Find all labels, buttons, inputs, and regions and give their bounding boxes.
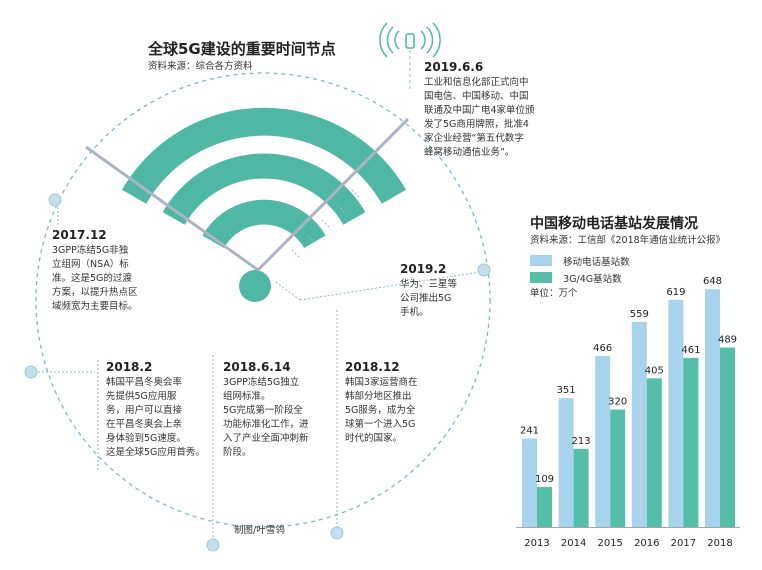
event-2019-6-6: 2019.6.6 工业和信息化部正式向中 国电信、中国移动、中国 联通及中国广电… (424, 60, 564, 160)
event-date: 2018.6.14 (223, 360, 291, 374)
chart-title: 中国移动电话基站发展情况 (530, 216, 698, 232)
credit: 制图/叶雪鸰 (234, 525, 285, 536)
bar-value-label: 489 (718, 335, 737, 346)
bar-value-label: 320 (608, 397, 627, 408)
event-text: 韩国平昌冬奥会率 先提供5G应用服 务，用户可以直接 在平昌冬奥会上亲 身体验到… (106, 377, 205, 458)
event-text: 华为、三星等 公司推出5G 手机。 (400, 279, 458, 318)
event-date: 2018.2 (106, 360, 153, 374)
legend-item: 移动电话基站数 (530, 250, 630, 269)
event-text: 3GPP冻结5G独立 组网标准。 5G完成第一阶段全 功能标准化工作，进 入了产… (223, 377, 309, 458)
antenna-icon (405, 33, 415, 49)
legend-label: 3G/4G基站数 (563, 274, 622, 285)
wifi-icon (122, 107, 406, 302)
x-tick-label: 2013 (524, 538, 549, 549)
bar-value-label: 241 (520, 426, 539, 437)
bar (558, 398, 574, 527)
bar-value-label: 559 (630, 309, 649, 320)
event-2018-12: 2018.12 韩国3家运营商在 韩部分地区推出 5G服务，成为全 球第一个进入… (345, 360, 445, 446)
left-source: 资料来源：综合各方资料 (148, 61, 253, 72)
event-text: 工业和信息化部正式向中 国电信、中国移动、中国 联通及中国广电4家单位颁 发了5… (424, 77, 535, 158)
legend-label: 移动电话基站数 (563, 257, 630, 268)
event-2018-2: 2018.2 韩国平昌冬奥会率 先提供5G应用服 务，用户可以直接 在平昌冬奥会… (106, 360, 214, 460)
x-tick-label: 2014 (561, 538, 586, 549)
bar-value-label: 461 (681, 345, 700, 356)
event-text: 韩国3家运营商在 韩部分地区推出 5G服务，成为全 球第一个进入5G 时代的国家… (345, 377, 418, 444)
bar (646, 378, 662, 527)
dot-2019-2 (477, 263, 491, 277)
event-2018-6-14: 2018.6.14 3GPP冻结5G独立 组网标准。 5G完成第一阶段全 功能标… (223, 360, 331, 460)
bar (705, 289, 720, 527)
bar-value-label: 648 (703, 276, 722, 287)
bar (631, 321, 647, 527)
event-date: 2018.12 (345, 360, 400, 374)
x-tick-label: 2015 (597, 538, 622, 549)
legend-swatch (530, 272, 552, 283)
bar-value-label: 351 (557, 385, 576, 396)
event-date: 2019.2 (400, 262, 447, 276)
legend-item: 3G/4G基站数 (530, 267, 622, 286)
bar-value-label: 213 (572, 436, 591, 447)
event-text: 3GPP冻结5G非独 立组网（NSA）标 准。这是5G的过渡 方案，以提升热点区… (52, 245, 138, 312)
dot-2018-2 (24, 365, 38, 379)
dot-2018-12 (330, 526, 344, 540)
x-tick-label: 2016 (634, 538, 659, 549)
bar (720, 347, 735, 527)
bar (595, 355, 611, 527)
bar (573, 448, 589, 527)
event-2019-2: 2019.2 华为、三星等 公司推出5G 手机。 (400, 262, 490, 320)
bar (683, 357, 699, 527)
bar-value-label: 619 (666, 287, 685, 298)
timeline-circle (35, 72, 491, 528)
left-title: 全球5G建设的重要时间节点 (148, 40, 336, 58)
legend-swatch (530, 255, 552, 266)
chart-source: 资料来源：工信部《2018年通信业统计公报》 (530, 235, 726, 246)
dot-2017-12 (48, 193, 62, 207)
x-tick-label: 2018 (707, 538, 732, 549)
event-date: 2017.12 (52, 228, 107, 242)
unit-label: 单位：万个 (530, 288, 578, 299)
event-2017-12: 2017.12 3GPP冻结5G非独 立组网（NSA）标 准。这是5G的过渡 方… (52, 228, 182, 314)
bar-value-label: 466 (593, 343, 612, 354)
bar-value-label: 109 (535, 474, 554, 485)
bar (537, 486, 552, 527)
event-date: 2019.6.6 (424, 60, 484, 74)
bar-value-label: 405 (645, 365, 664, 376)
bar (610, 409, 626, 527)
bar (668, 299, 684, 527)
x-tick-label: 2017 (671, 538, 696, 549)
bar (522, 438, 537, 527)
dot-2018-6-14 (206, 538, 220, 552)
